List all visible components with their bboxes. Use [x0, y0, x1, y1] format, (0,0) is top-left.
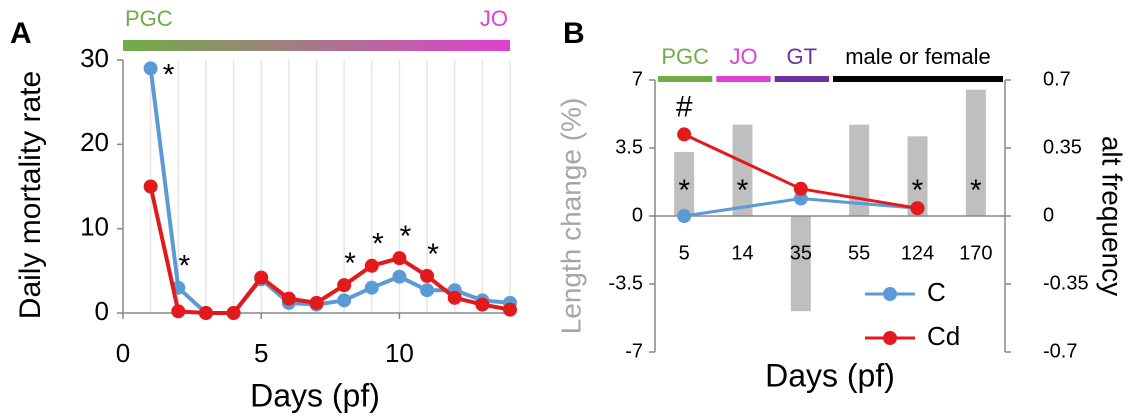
y-tick-label: -7: [625, 340, 643, 362]
marker: [337, 293, 352, 308]
annotation: *: [737, 174, 749, 207]
legend-label: C: [927, 277, 946, 307]
y2-tick-label: -0.35: [1043, 272, 1089, 294]
marker: [198, 306, 213, 320]
marker: [420, 283, 435, 298]
annotation: #: [676, 90, 693, 123]
x-tick-label: 35: [790, 242, 812, 264]
x-axis-label: Days (pf): [250, 377, 380, 413]
marker: [254, 270, 269, 285]
annotation: *: [344, 247, 356, 280]
annotation: *: [678, 174, 690, 207]
y-tick-label: 3.5: [615, 136, 643, 158]
marker: [677, 209, 692, 223]
annotation: *: [178, 250, 190, 283]
y-tick-label: 30: [80, 43, 109, 73]
y-tick-label: 10: [80, 212, 109, 242]
x-tick-label: 14: [731, 242, 753, 264]
marker: [226, 306, 241, 320]
marker: [392, 269, 407, 284]
series-segment: [683, 197, 802, 218]
annotation: *: [372, 228, 384, 261]
marker: [475, 297, 490, 312]
series-line: [148, 68, 511, 315]
y-tick-label: 0: [95, 296, 109, 326]
annotation: *: [163, 58, 175, 91]
y-axis-label: Daily mortality rate: [14, 71, 47, 319]
panel-label: B: [563, 17, 585, 50]
y-tick-label: 0: [632, 204, 643, 226]
stage-bar: [123, 40, 510, 51]
bar: [674, 151, 695, 216]
series-segment: [800, 187, 918, 210]
annotation: *: [912, 174, 924, 207]
marker: [337, 278, 352, 293]
y2-tick-label: 0.35: [1043, 136, 1082, 158]
y2-tick-label: 0: [1043, 204, 1054, 226]
marker: [420, 268, 435, 283]
y-tick-label: 7: [632, 68, 643, 90]
bar: [732, 124, 753, 216]
marker: [392, 251, 407, 266]
marker: [364, 258, 379, 273]
legend-label: Cd: [927, 321, 960, 351]
series-segment: [683, 133, 802, 191]
annotation: *: [427, 238, 439, 271]
stage-label: PGC: [125, 6, 173, 31]
marker: [677, 127, 692, 142]
annotation: *: [970, 174, 982, 207]
y2-tick-label: -0.7: [1043, 340, 1077, 362]
legend-marker: [883, 287, 897, 301]
marker: [793, 181, 808, 196]
marker: [143, 61, 158, 76]
stage-label: JO: [729, 44, 757, 69]
x-tick-label: 5: [679, 242, 690, 264]
x-tick-label: 124: [901, 242, 934, 264]
y2-tick-label: 0.7: [1043, 68, 1071, 90]
x-tick-label: 5: [254, 338, 268, 368]
stage-bar: [716, 76, 771, 82]
panel-label: A: [10, 17, 32, 50]
marker: [910, 201, 925, 216]
x-tick-label: 55: [848, 242, 870, 264]
stage-bar: [658, 76, 713, 82]
y-tick-label: 20: [80, 127, 109, 157]
marker: [309, 295, 324, 310]
marker: [281, 291, 296, 306]
bar: [965, 89, 986, 216]
y2-axis-label: alt frequency: [1097, 136, 1128, 296]
stage-label: GT: [787, 44, 818, 69]
annotation: *: [400, 220, 412, 253]
bar: [849, 124, 870, 216]
x-tick-label: 170: [959, 242, 992, 264]
marker: [364, 280, 379, 295]
stage-label: PGC: [661, 44, 709, 69]
marker: [171, 304, 186, 319]
y-axis-label: Length change (%): [555, 98, 586, 335]
marker: [503, 302, 517, 317]
bar: [907, 136, 928, 216]
marker: [143, 179, 158, 194]
bar: [790, 216, 811, 312]
series-segment: [800, 197, 918, 210]
stage-bar: [833, 76, 1003, 82]
legend-marker: [883, 331, 897, 345]
x-tick-label: 10: [385, 338, 414, 368]
x-tick-label: 0: [116, 338, 130, 368]
marker: [447, 290, 462, 305]
marker: [793, 191, 808, 206]
stage-label: JO: [480, 6, 508, 31]
y-tick-label: -3.5: [609, 272, 643, 294]
stage-bar: [774, 76, 829, 82]
x-axis-label: Days (pf): [765, 357, 895, 393]
stage-label: male or female: [845, 44, 991, 69]
